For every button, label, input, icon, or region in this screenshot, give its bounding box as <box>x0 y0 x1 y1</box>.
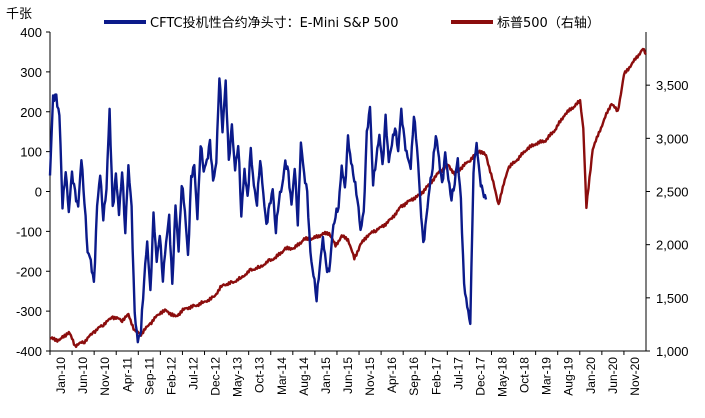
series-line-net-position <box>48 77 488 344</box>
x-tick-label: Oct-13 <box>253 357 267 393</box>
left-axis-ticks: -400 -300 -200 -100 0 100 200 300 400 <box>16 25 50 359</box>
left-tick-label: -400 <box>16 344 42 359</box>
x-tick-label: Oct-18 <box>518 357 532 393</box>
right-tick-label: 2,000 <box>656 238 689 253</box>
x-axis-ticks: Jan-10 Jun-10 Nov-10 Apr-11 Sep-11 Feb-12 Jul-… <box>49 351 642 397</box>
left-tick-label: -200 <box>16 264 42 279</box>
x-tick-label: Nov-10 <box>98 357 112 396</box>
right-tick-label: 3,500 <box>656 78 689 93</box>
x-tick-label: Feb-17 <box>429 357 443 395</box>
legend-label-sp500: 标普500（右轴） <box>497 16 600 31</box>
x-tick-label: Jul-17 <box>451 357 465 390</box>
right-tick-label: 1,500 <box>656 291 689 306</box>
x-tick-label: Jan-15 <box>319 357 333 394</box>
right-axis-ticks: 1,000 1,500 2,000 2,500 3,000 3,500 <box>646 78 689 359</box>
x-tick-label: Mar-14 <box>275 357 289 395</box>
right-tick-label: 2,500 <box>656 185 689 200</box>
x-tick-label: Sep-16 <box>407 357 421 396</box>
x-tick-label: Jun-20 <box>606 357 620 394</box>
legend: CFTC投机性合约净头寸：E-Mini S&P 500 标普500（右轴） <box>104 15 600 31</box>
x-tick-label: Feb-12 <box>164 357 178 395</box>
series-line-sp500 <box>49 47 647 349</box>
x-tick-label: Aug-14 <box>297 357 311 396</box>
x-tick-label: Apr-11 <box>120 357 134 392</box>
left-tick-label: 400 <box>20 25 42 40</box>
left-tick-label: 300 <box>20 65 42 80</box>
left-axis-unit-label: 千张 <box>6 7 32 22</box>
x-tick-label: May-18 <box>496 357 510 397</box>
x-tick-label: Mar-19 <box>540 357 554 395</box>
x-tick-label: Nov-15 <box>363 357 377 396</box>
x-tick-label: Dec-12 <box>209 357 223 396</box>
x-tick-label: Jan-10 <box>54 357 68 394</box>
x-tick-label: Sep-11 <box>142 357 156 395</box>
legend-label-net-position: CFTC投机性合约净头寸：E-Mini S&P 500 <box>150 15 398 31</box>
x-tick-label: Jun-15 <box>341 357 355 394</box>
x-tick-label: Jan-20 <box>584 357 598 394</box>
x-tick-label: Dec-17 <box>473 357 487 396</box>
x-tick-label: Aug-19 <box>562 357 576 396</box>
x-tick-label: Apr-16 <box>385 357 399 393</box>
x-tick-label: May-13 <box>231 357 245 397</box>
left-tick-label: 100 <box>20 145 42 160</box>
right-tick-label: 1,000 <box>656 344 689 359</box>
right-tick-label: 3,000 <box>656 131 689 146</box>
left-tick-label: 0 <box>35 185 42 200</box>
x-tick-label: Jul-12 <box>186 357 200 390</box>
left-tick-label: -100 <box>16 224 42 239</box>
left-tick-label: -300 <box>16 304 42 319</box>
left-tick-label: 200 <box>20 105 42 120</box>
x-tick-label: Nov-20 <box>628 357 642 396</box>
x-tick-label: Jun-10 <box>76 357 90 394</box>
